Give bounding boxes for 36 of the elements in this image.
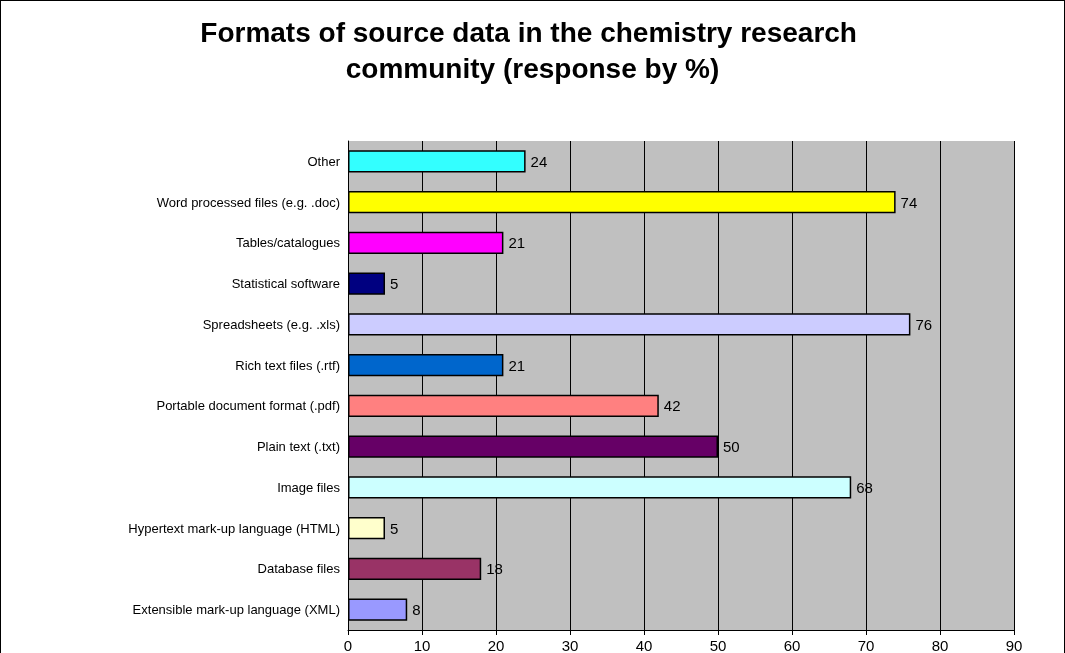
x-tick-label: 20: [487, 637, 505, 653]
bar: [348, 516, 385, 540]
data-label: 42: [663, 397, 681, 415]
y-tick-label: Database files: [257, 561, 341, 577]
data-label: 21: [508, 356, 526, 374]
chart-title: Formats of source data in the chemistry research community (response by %): [200, 16, 865, 84]
x-tick-label: 90: [1005, 637, 1023, 653]
y-tick-label: Portable document format (.pdf): [156, 398, 340, 414]
y-tick-label: Image files: [277, 479, 341, 495]
data-label: 21: [508, 234, 526, 252]
y-tick-label: Other: [307, 153, 341, 169]
x-tick-label: 30: [561, 637, 579, 653]
data-label: 8: [412, 601, 421, 619]
x-tick-label: 40: [635, 637, 653, 653]
y-tick-label: Rich text files (.rtf): [235, 357, 340, 373]
bar: [348, 272, 385, 295]
data-label: 5: [390, 275, 399, 293]
x-tick-label: 70: [857, 637, 875, 653]
data-label: 50: [723, 438, 740, 456]
data-label: 5: [390, 519, 399, 537]
x-tick-label: 60: [783, 637, 801, 653]
y-tick-label: Extensible mark-up language (XML): [132, 602, 340, 618]
data-label: 74: [900, 193, 918, 211]
x-tick-label: 10: [413, 637, 431, 653]
x-tick-label: 0: [343, 637, 353, 653]
y-tick-label: Plain text (.txt): [256, 439, 340, 455]
y-tick-label: Hypertext mark-up language (HTML): [128, 520, 340, 536]
y-tick-label: Spreadsheets (e.g. .xls): [202, 316, 340, 332]
x-tick-label: 50: [709, 637, 727, 653]
y-tick-label: Tables/catalogues: [235, 235, 341, 251]
data-label: 24: [530, 152, 548, 170]
bar: [348, 598, 408, 621]
y-tick-label: Statistical software: [231, 276, 340, 292]
y-tick-label: Word processed files (e.g. .doc): [156, 194, 340, 210]
x-tick-label: 80: [931, 637, 949, 653]
data-label: 76: [915, 315, 933, 333]
